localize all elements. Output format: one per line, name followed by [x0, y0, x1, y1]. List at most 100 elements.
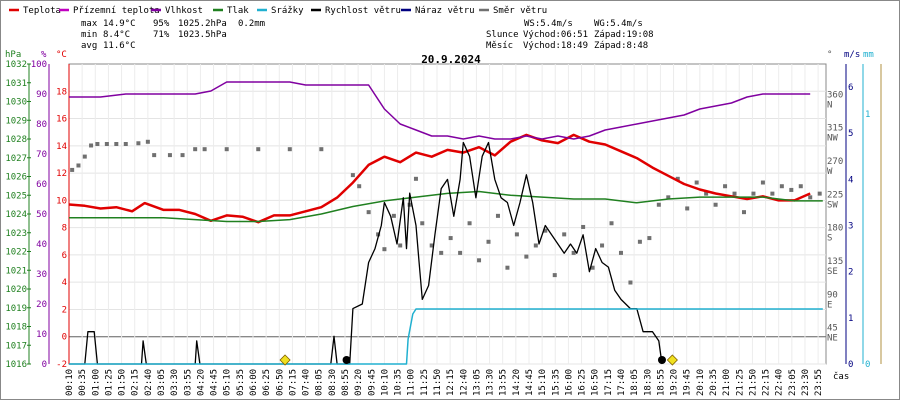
axis-ms-unit: m/s: [844, 50, 860, 60]
axis-x-tick: 02:40: [144, 369, 154, 396]
axis-pct-tick: 90: [36, 90, 47, 100]
axis-hpa-tick: 1029: [5, 116, 27, 126]
axis-x-tick: 08:55: [341, 369, 351, 396]
axis-dir-tick-deg: 180: [827, 224, 843, 234]
axis-dir-tick-name: S: [827, 234, 832, 244]
axis-x-tick: 23:55: [814, 369, 824, 396]
wind-dir-point: [448, 236, 453, 241]
legend-label: Směr větru: [493, 6, 547, 16]
legend-label: Přízemní teplota: [73, 6, 160, 16]
axis-x-tick: 07:15: [288, 369, 298, 396]
wind-dir-point: [350, 173, 355, 178]
axis-x-tick: 18:55: [656, 369, 666, 396]
stat-wg: WG:5.4m/s: [594, 19, 643, 29]
axis-hpa-tick: 1018: [5, 323, 27, 333]
axis-ms-tick: 3: [848, 222, 853, 232]
wind-dir-point: [533, 243, 538, 248]
wind-dir-point: [136, 141, 141, 146]
wind-dir-point: [704, 191, 709, 196]
wind-dir-point: [123, 142, 128, 146]
axis-x-tick: 22:15: [762, 369, 772, 396]
wind-dir-point: [562, 232, 567, 237]
axis-x-tick: 03:30: [170, 369, 180, 396]
axis-pct-tick: 60: [36, 180, 47, 190]
wind-dir-point: [590, 265, 595, 270]
axis-hpa-tick: 1030: [5, 98, 27, 108]
stat-moon-set: Západ:8:48: [594, 41, 648, 51]
axis-dir-unit: °: [827, 50, 832, 60]
wind-dir-point: [713, 202, 718, 207]
wind-dir-point: [76, 163, 81, 168]
axis-hpa-tick: 1024: [5, 210, 27, 220]
chart-title: 20.9.2024: [421, 53, 481, 66]
stat-max-press: 1025.2hPa: [178, 19, 227, 29]
axis-x-tick: 20:35: [709, 369, 719, 396]
wind-dir-point: [505, 265, 510, 270]
axis-x-tick: 06:50: [275, 369, 285, 396]
wind-dir-point: [685, 206, 690, 211]
wind-dir-point: [751, 191, 756, 196]
axis-dir-tick-deg: 45: [827, 324, 838, 334]
legend-label: Vlhkost: [165, 6, 203, 16]
axis-dir-tick-name: N: [827, 100, 832, 110]
legend-label: Teplota: [23, 6, 61, 16]
wind-dir-point: [571, 250, 576, 255]
wind-dir-point: [666, 195, 671, 200]
axis-x-tick: 02:15: [131, 369, 141, 396]
axis-dir-tick-name: NE: [827, 334, 838, 344]
axis-pct-tick: 0: [42, 360, 47, 370]
wind-dir-point: [193, 147, 198, 152]
axis-x-tick: 10:10: [380, 369, 390, 396]
axis-dir-tick-deg: 90: [827, 290, 838, 300]
wind-dir-point: [82, 154, 87, 159]
axis-dir-tick-name: SW: [827, 200, 838, 210]
wind-dir-point: [114, 142, 119, 146]
axis-x-tick: 08:05: [315, 369, 325, 396]
wind-dir-point: [398, 243, 403, 248]
wind-dir-point: [609, 221, 614, 226]
axis-ms-tick: 0: [848, 360, 853, 370]
axis-pct-tick: 30: [36, 270, 47, 280]
wind-dir-point: [167, 153, 172, 158]
axis-pct-tick: 40: [36, 240, 47, 250]
grid: [68, 63, 827, 365]
stat-min-press: 1023.5hPa: [178, 30, 227, 40]
wind-dir-point: [104, 142, 109, 146]
axis-x-tick: 03:05: [157, 369, 167, 396]
axis-x-tick: 00:35: [78, 369, 88, 396]
axis-x-tick: 12:40: [459, 369, 469, 396]
axis-dir-tick-deg: 360: [827, 90, 843, 100]
moon-set-marker: [342, 356, 351, 364]
stat-min-temp: 8.4°C: [103, 30, 130, 40]
axis-x-tick: 13:30: [486, 369, 496, 396]
wind-dir-point: [741, 210, 746, 215]
axis-hpa-tick: 1021: [5, 266, 27, 276]
axis-x-tick: 11:50: [433, 369, 443, 396]
wind-dir-point: [628, 280, 633, 285]
axis-x-label: čas: [833, 371, 849, 382]
axis-pct-unit: %: [41, 50, 47, 60]
sun-set-marker: [666, 354, 678, 366]
wind-dir-point: [486, 239, 491, 244]
axis-temp-unit: °C: [56, 50, 67, 60]
wind-dir-point: [779, 184, 784, 189]
wind-dir-point: [675, 176, 680, 181]
axis-ms-tick: 1: [848, 314, 853, 324]
stat-moon-label: Měsíc: [486, 41, 513, 51]
stat-min-label: min: [81, 30, 97, 40]
axis-hpa-tick: 1022: [5, 248, 27, 258]
stat-ws: WS:5.4m/s: [524, 19, 573, 29]
axis-x-tick: 03:55: [183, 369, 193, 396]
stat-sun-label: Slunce: [486, 30, 519, 40]
wind-dir-point: [357, 184, 362, 189]
series-vlhkost: [69, 81, 811, 140]
legend-label: Srážky: [271, 6, 304, 16]
stat-max-label: max: [81, 19, 98, 29]
axis-temp-tick: 10: [56, 196, 67, 206]
axis-pct-tick: 70: [36, 150, 47, 160]
axis-dir-tick-deg: 315: [827, 124, 843, 134]
legend-label: Rychlost větru: [325, 6, 401, 16]
axis-x-tick: 06:00: [249, 369, 259, 396]
wind-dir-point: [600, 243, 605, 248]
